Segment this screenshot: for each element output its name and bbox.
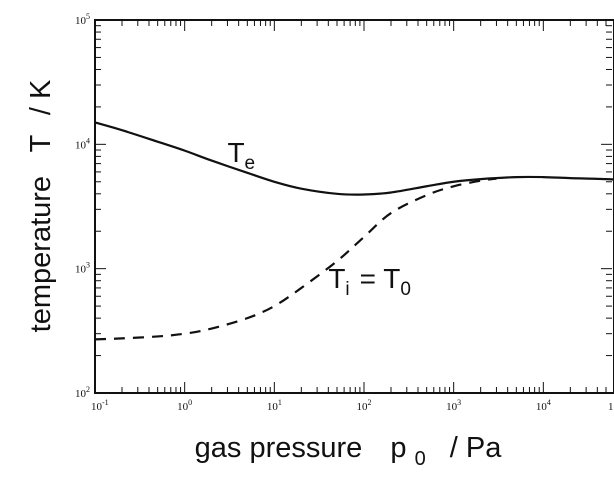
series-layer <box>94 121 614 341</box>
x-axis-symbol-sub: 0 <box>415 448 426 470</box>
y-tick-label: 103 <box>75 261 90 276</box>
x-tick-label: 10-1 <box>91 398 109 413</box>
y-axis-title: temperature T / K <box>25 79 57 332</box>
x-tick-label: 104 <box>536 398 551 413</box>
curve-label-dashed: Ti = T0 <box>328 263 411 300</box>
plot-frame <box>94 19 614 394</box>
x-tick-label: 100 <box>177 398 192 413</box>
y-tick-label: 102 <box>75 385 90 400</box>
series-line-solid <box>94 121 614 196</box>
y-axis-symbol: T <box>25 134 57 152</box>
x-axis-title: gas pressure p 0 / Pa <box>195 432 503 472</box>
curve-labels: Te Ti = T0 <box>227 137 411 300</box>
curve-label-solid: Te <box>227 137 255 174</box>
x-tick-label: 105 <box>608 398 614 413</box>
y-axis-unit: / K <box>25 79 57 115</box>
tick-labels: 10-1 100 101 102 103 104 105 102 103 104 105 <box>75 12 614 413</box>
x-tick-label: 101 <box>267 398 282 413</box>
axis-ticks <box>94 20 612 394</box>
y-tick-label: 104 <box>75 136 90 151</box>
x-tick-label: 102 <box>357 398 372 413</box>
x-axis-unit: / Pa <box>450 432 502 464</box>
series-line-dashed <box>94 177 497 341</box>
x-axis-symbol: p <box>390 432 406 464</box>
y-axis-quantity: temperature <box>25 176 57 332</box>
y-tick-label: 105 <box>75 12 90 27</box>
x-tick-label: 103 <box>446 398 461 413</box>
x-axis-quantity: gas pressure <box>195 432 363 464</box>
